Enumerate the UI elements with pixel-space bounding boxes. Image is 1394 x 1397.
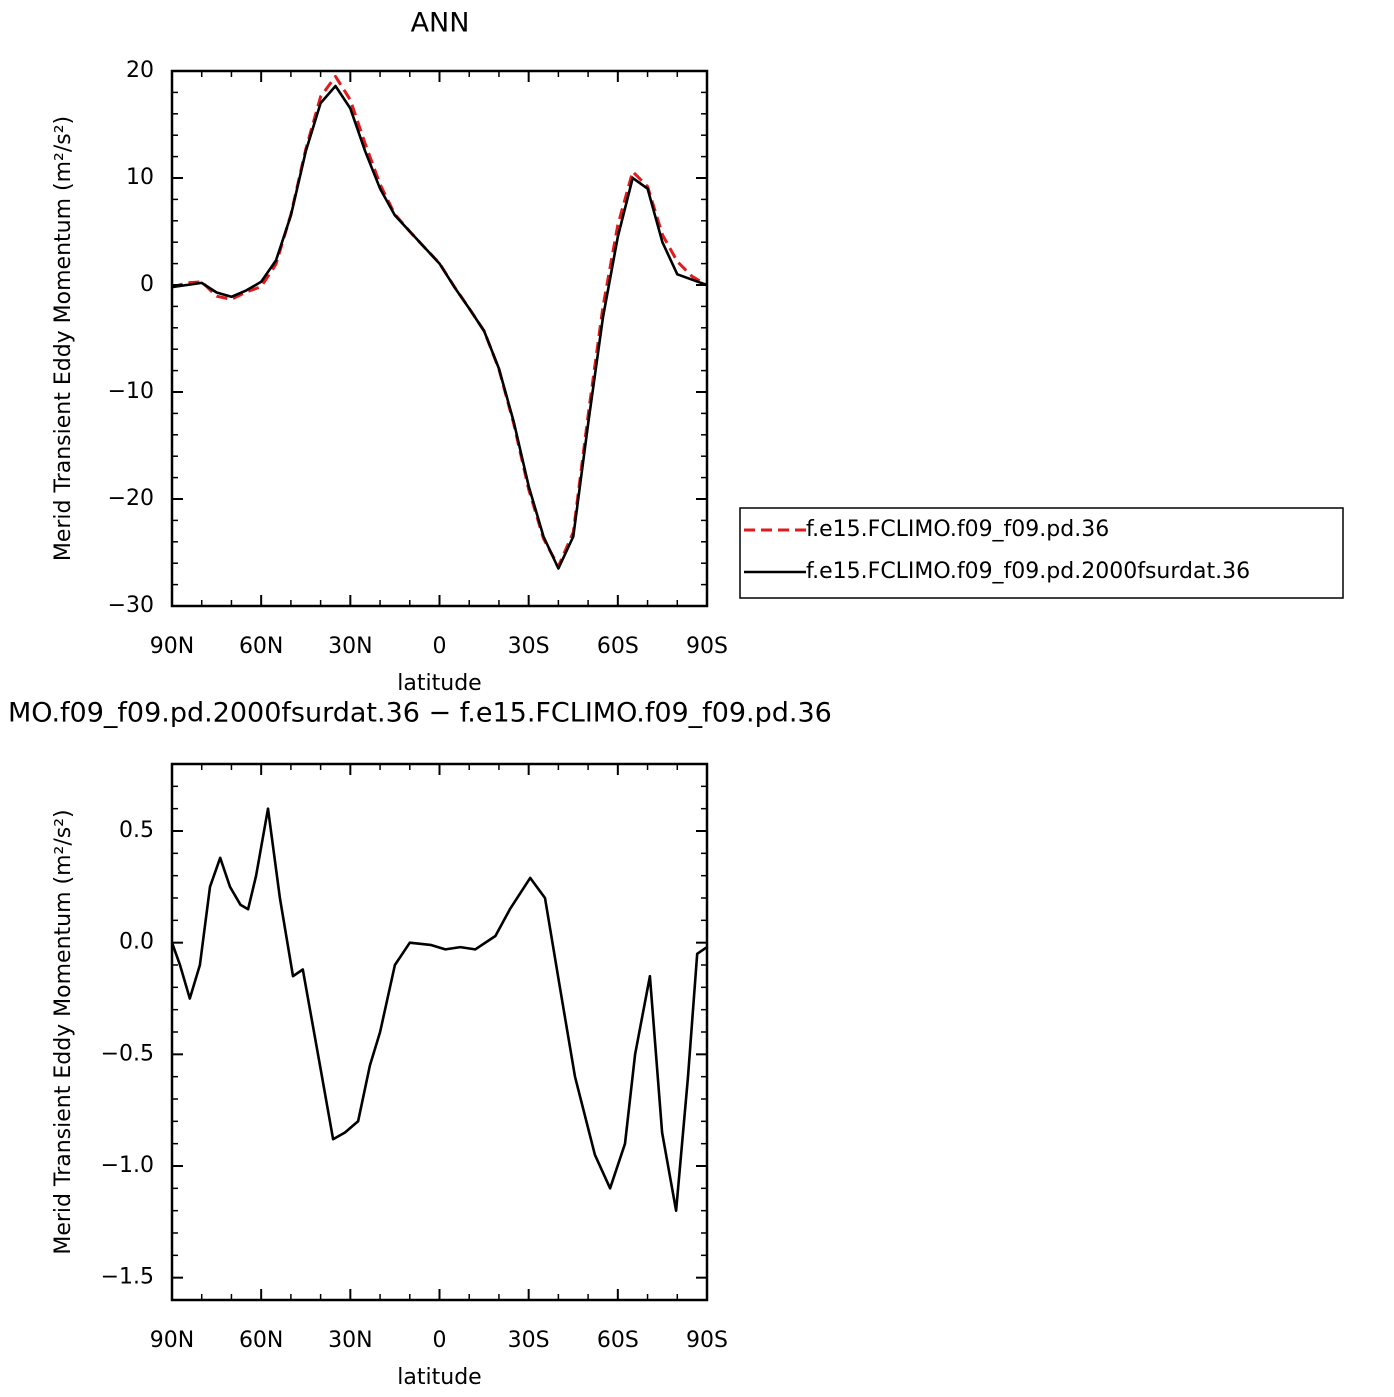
x-tick-label: 90N (150, 634, 194, 659)
data-line (170, 807, 708, 1212)
x-tick-label: 30S (508, 1328, 550, 1353)
plot-frame (170, 762, 709, 1302)
y-tick-label: −1.5 (101, 1265, 154, 1290)
y-axis-label: Merid Transient Eddy Momentum (m²/s²) (51, 116, 76, 561)
x-axis-label: latitude (397, 671, 481, 696)
plot-frame (170, 69, 709, 608)
x-tick-label: 90S (686, 1328, 728, 1353)
x-tick-label: 30N (328, 1328, 372, 1353)
y-tick-label: 10 (126, 165, 154, 190)
data-line (171, 84, 708, 570)
x-tick-label: 90S (686, 634, 728, 659)
y-axis-label: Merid Transient Eddy Momentum (m²/s²) (51, 809, 76, 1254)
data-line (171, 74, 708, 568)
x-axis-label: latitude (397, 1365, 481, 1390)
x-tick-label: 60S (597, 634, 639, 659)
y-tick-label: 0.0 (119, 930, 154, 955)
legend-label: f.e15.FCLIMO.f09_f09.pd.2000fsurdat.36 (806, 559, 1250, 584)
x-tick-label: 60S (597, 1328, 639, 1353)
x-tick-label: 0 (433, 634, 447, 659)
chart-title: MO.f09_f09.pd.2000fsurdat.36 − f.e15.FCL… (8, 698, 832, 729)
y-tick-label: −0.5 (101, 1041, 154, 1066)
y-tick-label: −30 (108, 593, 154, 618)
x-tick-label: 30S (508, 634, 550, 659)
y-tick-label: −1.0 (101, 1153, 154, 1178)
x-tick-label: 0 (433, 1328, 447, 1353)
x-tick-label: 30N (328, 634, 372, 659)
x-tick-label: 60N (239, 1328, 283, 1353)
y-tick-label: 0.5 (119, 818, 154, 843)
y-tick-label: −10 (108, 379, 154, 404)
legend-box (739, 507, 1344, 599)
x-tick-label: 60N (239, 634, 283, 659)
legend-label: f.e15.FCLIMO.f09_f09.pd.36 (806, 517, 1109, 542)
chart-title: ANN (411, 8, 470, 39)
x-tick-label: 90N (150, 1328, 194, 1353)
y-tick-label: 20 (126, 58, 154, 83)
y-tick-label: −20 (108, 486, 154, 511)
y-tick-label: 0 (140, 272, 154, 297)
